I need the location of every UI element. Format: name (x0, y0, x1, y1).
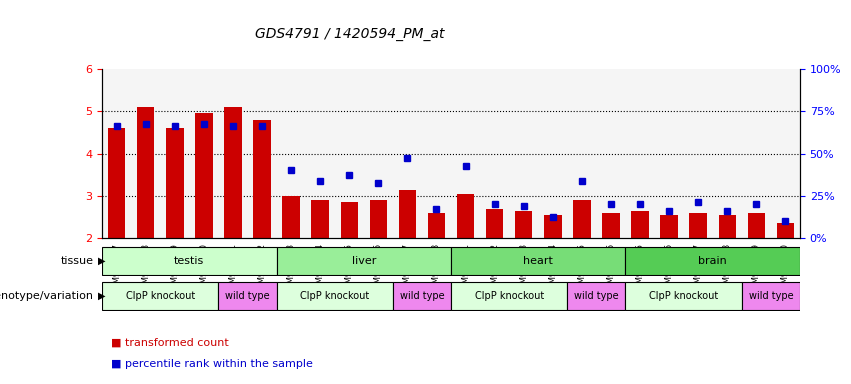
Bar (515, 210, 533, 238)
Bar (311, 200, 328, 238)
Bar (428, 213, 445, 238)
Bar (224, 107, 242, 238)
Bar (398, 190, 416, 238)
Bar (369, 200, 387, 238)
Text: testis: testis (174, 256, 204, 266)
Bar (283, 196, 300, 238)
Bar (689, 213, 707, 238)
Bar (718, 215, 736, 238)
FancyBboxPatch shape (625, 247, 800, 275)
FancyBboxPatch shape (277, 247, 451, 275)
Bar (544, 215, 562, 238)
Bar (108, 128, 125, 238)
Text: wild type: wild type (574, 291, 619, 301)
Bar (573, 200, 591, 238)
Text: GDS4791 / 1420594_PM_at: GDS4791 / 1420594_PM_at (255, 27, 445, 41)
Bar (457, 194, 474, 238)
FancyBboxPatch shape (102, 247, 277, 275)
FancyBboxPatch shape (625, 282, 742, 310)
Text: wild type: wild type (400, 291, 444, 301)
Text: ■ transformed count: ■ transformed count (111, 338, 228, 348)
FancyBboxPatch shape (277, 282, 393, 310)
Text: wild type: wild type (226, 291, 270, 301)
Bar (631, 210, 648, 238)
Text: heart: heart (523, 256, 553, 266)
Text: brain: brain (699, 256, 727, 266)
FancyBboxPatch shape (451, 247, 625, 275)
FancyBboxPatch shape (219, 282, 277, 310)
Text: liver: liver (351, 256, 376, 266)
Bar (660, 215, 677, 238)
Bar (254, 120, 271, 238)
Text: genotype/variation: genotype/variation (0, 291, 94, 301)
Text: ▶: ▶ (98, 291, 106, 301)
FancyBboxPatch shape (102, 282, 219, 310)
Bar (747, 213, 765, 238)
Bar (137, 107, 154, 238)
Text: ClpP knockout: ClpP knockout (475, 291, 544, 301)
Text: wild type: wild type (749, 291, 793, 301)
Text: ▶: ▶ (98, 256, 106, 266)
FancyBboxPatch shape (568, 282, 625, 310)
Text: ■ percentile rank within the sample: ■ percentile rank within the sample (111, 359, 312, 369)
Text: ClpP knockout: ClpP knockout (126, 291, 195, 301)
Bar (777, 223, 794, 238)
Bar (486, 209, 503, 238)
Bar (166, 128, 184, 238)
Bar (340, 202, 358, 238)
FancyBboxPatch shape (393, 282, 451, 310)
Text: ClpP knockout: ClpP knockout (300, 291, 369, 301)
Text: ClpP knockout: ClpP knockout (649, 291, 718, 301)
FancyBboxPatch shape (742, 282, 800, 310)
Text: tissue: tissue (60, 256, 94, 266)
FancyBboxPatch shape (451, 282, 568, 310)
Bar (603, 213, 620, 238)
Bar (195, 114, 213, 238)
